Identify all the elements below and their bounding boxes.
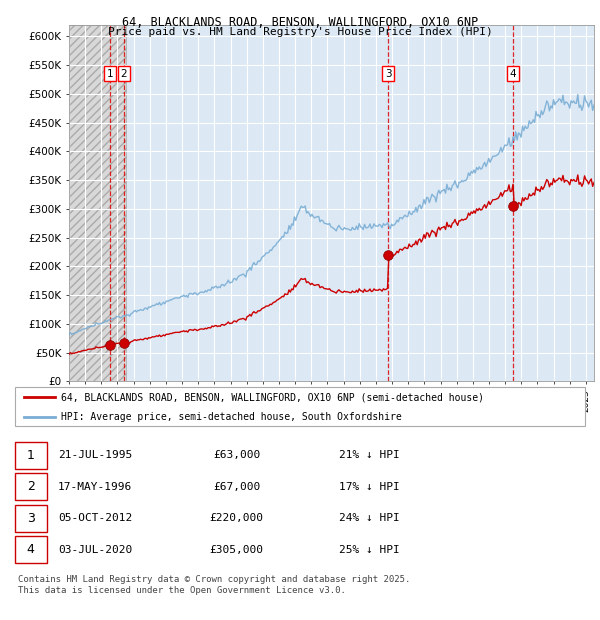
Text: 2: 2 xyxy=(27,480,35,494)
Bar xyxy=(69,25,125,381)
Text: Contains HM Land Registry data © Crown copyright and database right 2025.
This d: Contains HM Land Registry data © Crown c… xyxy=(18,575,410,595)
Text: 05-OCT-2012: 05-OCT-2012 xyxy=(58,513,133,523)
Text: 3: 3 xyxy=(385,69,392,79)
FancyBboxPatch shape xyxy=(15,388,585,426)
Text: 1: 1 xyxy=(107,69,113,79)
Text: 03-JUL-2020: 03-JUL-2020 xyxy=(58,544,133,554)
Text: 21-JUL-1995: 21-JUL-1995 xyxy=(58,451,133,461)
Text: 64, BLACKLANDS ROAD, BENSON, WALLINGFORD, OX10 6NP (semi-detached house): 64, BLACKLANDS ROAD, BENSON, WALLINGFORD… xyxy=(61,392,484,402)
Text: 3: 3 xyxy=(27,512,35,525)
Text: £63,000: £63,000 xyxy=(213,451,260,461)
FancyBboxPatch shape xyxy=(15,473,47,500)
Text: 21% ↓ HPI: 21% ↓ HPI xyxy=(339,451,400,461)
Text: £67,000: £67,000 xyxy=(213,482,260,492)
Text: £220,000: £220,000 xyxy=(209,513,263,523)
Text: 25% ↓ HPI: 25% ↓ HPI xyxy=(339,544,400,554)
Text: HPI: Average price, semi-detached house, South Oxfordshire: HPI: Average price, semi-detached house,… xyxy=(61,412,402,422)
Text: 17% ↓ HPI: 17% ↓ HPI xyxy=(339,482,400,492)
FancyBboxPatch shape xyxy=(15,536,47,563)
FancyBboxPatch shape xyxy=(15,505,47,532)
Text: 1: 1 xyxy=(27,449,35,462)
Text: 17-MAY-1996: 17-MAY-1996 xyxy=(58,482,133,492)
Text: 64, BLACKLANDS ROAD, BENSON, WALLINGFORD, OX10 6NP: 64, BLACKLANDS ROAD, BENSON, WALLINGFORD… xyxy=(122,16,478,29)
Text: 2: 2 xyxy=(120,69,127,79)
Text: 4: 4 xyxy=(27,543,35,556)
Text: £305,000: £305,000 xyxy=(209,544,263,554)
Text: 4: 4 xyxy=(510,69,517,79)
FancyBboxPatch shape xyxy=(15,442,47,469)
Text: 24% ↓ HPI: 24% ↓ HPI xyxy=(339,513,400,523)
Text: Price paid vs. HM Land Registry's House Price Index (HPI): Price paid vs. HM Land Registry's House … xyxy=(107,27,493,37)
